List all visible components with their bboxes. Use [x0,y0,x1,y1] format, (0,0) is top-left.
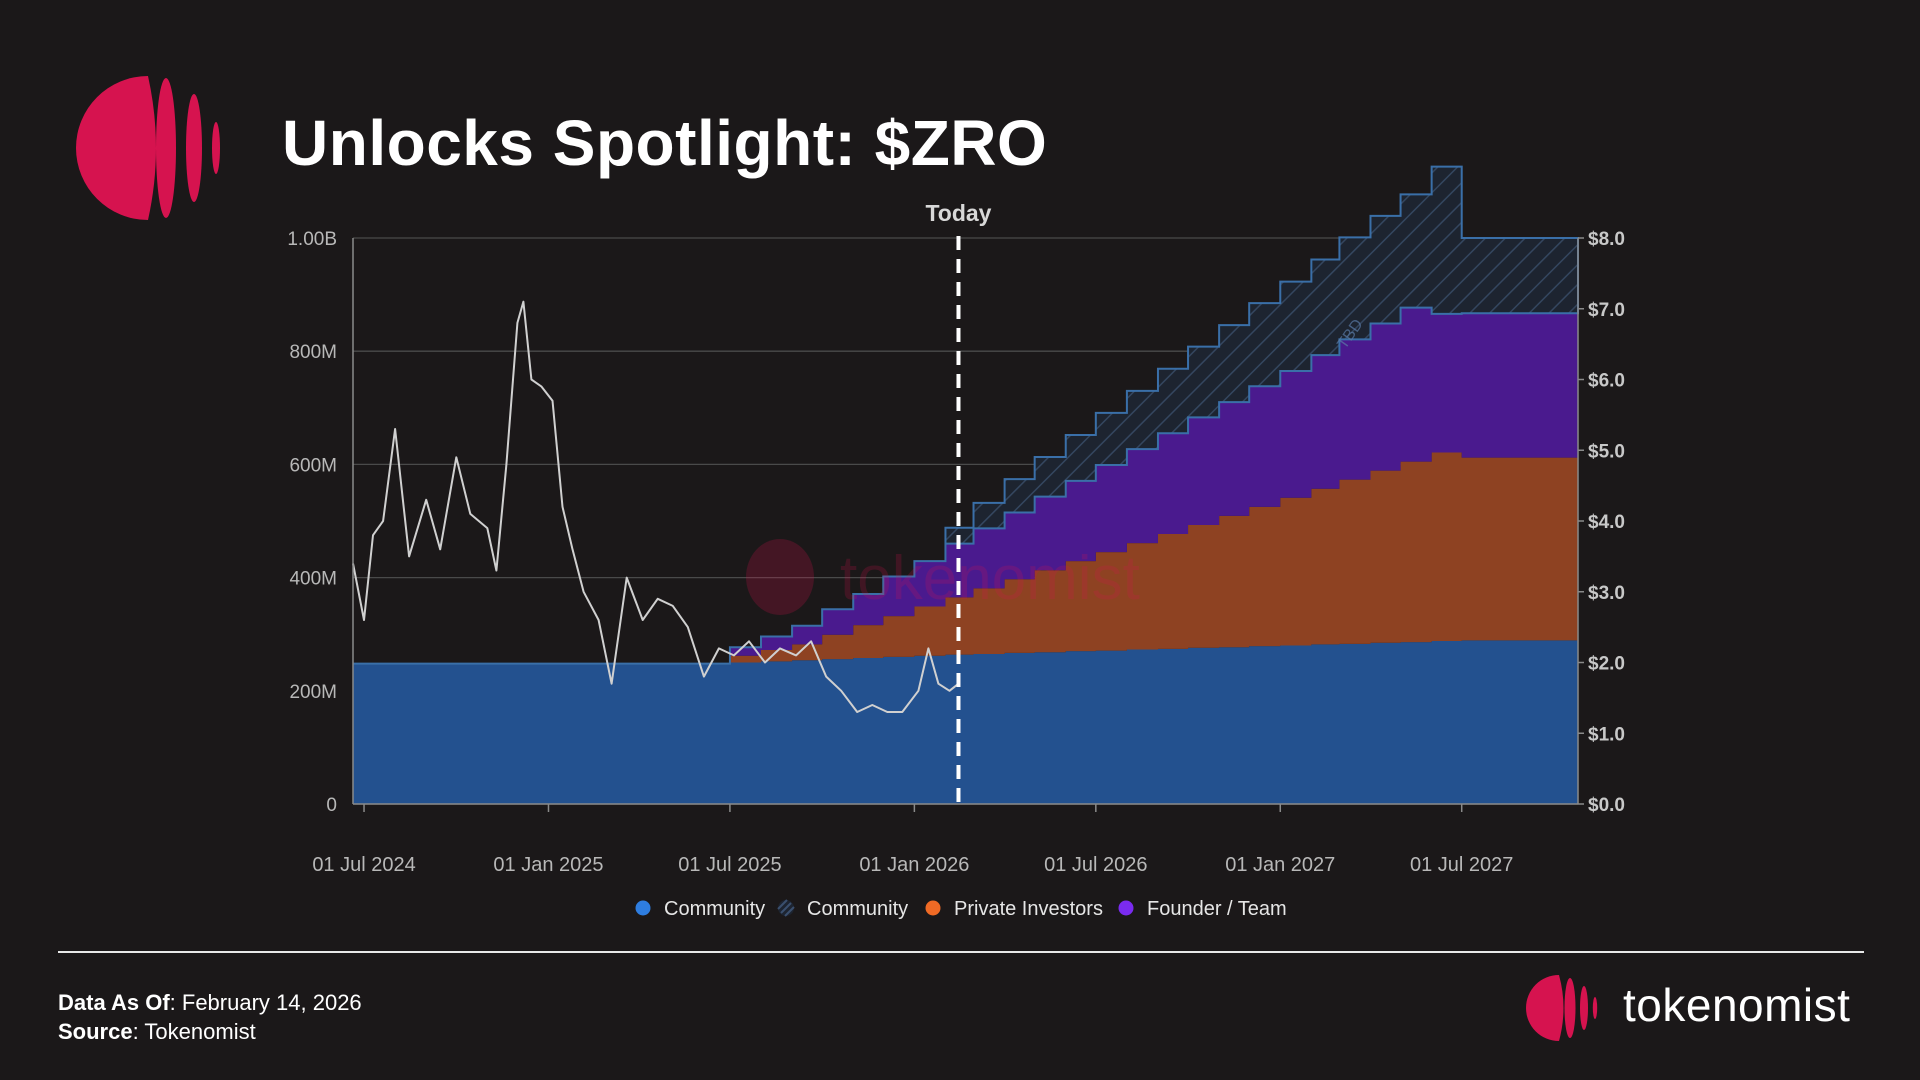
y-right-tick-label: $2.0 [1588,654,1625,675]
y-left-tick-label: 800M [289,342,337,363]
legend-label: Private Investors [954,898,1103,920]
legend-dot [925,900,941,916]
y-right-tick-label: $1.0 [1588,724,1625,745]
y-left-tick-label: 200M [289,682,337,703]
x-tick-label: 01 Jul 2026 [1044,854,1147,876]
token-unlock-chart: TBD tokenomist 0200M400M600M800M1.00B$0.… [287,165,1625,920]
footer-divider [58,951,1864,953]
legend-label: Community [807,898,908,920]
x-tick-label: 01 Jan 2026 [859,854,969,876]
legend-dot [1118,900,1134,916]
legend-hatch-stroke [780,902,792,914]
price-line [352,300,960,713]
data-as-of-value: : February 14, 2026 [169,990,362,1015]
legend-label: Founder / Team [1147,898,1287,920]
private-investors-area [353,452,1578,664]
today-label: Today [925,200,991,226]
source-value: : Tokenomist [132,1019,256,1044]
y-right-tick-label: $6.0 [1588,371,1625,392]
y-right-tick-label: $5.0 [1588,441,1625,462]
x-tick-label: 01 Jan 2025 [493,854,603,876]
x-tick-label: 01 Jul 2024 [312,854,415,876]
y-right-tick-label: $3.0 [1588,583,1625,604]
founder-team-area [353,307,1578,664]
y-left-tick-label: 1.00B [287,229,337,250]
source-line: Source: Tokenomist [58,1019,256,1045]
y-right-tick-label: $7.0 [1588,300,1625,321]
legend-hatch-stroke [784,906,795,917]
legend-label: Community [664,898,765,920]
watermark-text: tokenomist [840,544,1140,613]
data-as-of-line: Data As Of: February 14, 2026 [58,990,362,1016]
legend-hatch-stroke [777,899,788,910]
legend-dot [635,900,651,916]
y-left-tick-label: 0 [326,795,337,816]
x-tick-label: 01 Jul 2027 [1410,854,1513,876]
x-tick-label: 01 Jan 2027 [1225,854,1335,876]
y-left-tick-label: 600M [289,455,337,476]
source-label: Source [58,1019,133,1044]
y-right-tick-label: $4.0 [1588,512,1625,533]
tokenomist-brand-icon [1526,975,1598,1041]
x-tick-label: 01 Jul 2025 [678,854,781,876]
tokenomist-logo-icon [76,76,220,220]
y-left-tick-label: 400M [289,569,337,590]
data-as-of-label: Data As Of [58,990,170,1015]
page-title: Unlocks Spotlight: $ZRO [282,107,1048,179]
brand-wordmark: tokenomist [1623,979,1851,1031]
y-right-tick-label: $0.0 [1588,795,1625,816]
y-right-tick-label: $8.0 [1588,229,1625,250]
community-area [353,640,1578,804]
legend-hatch-marker [777,899,795,917]
watermark-logo-icon [746,539,814,615]
